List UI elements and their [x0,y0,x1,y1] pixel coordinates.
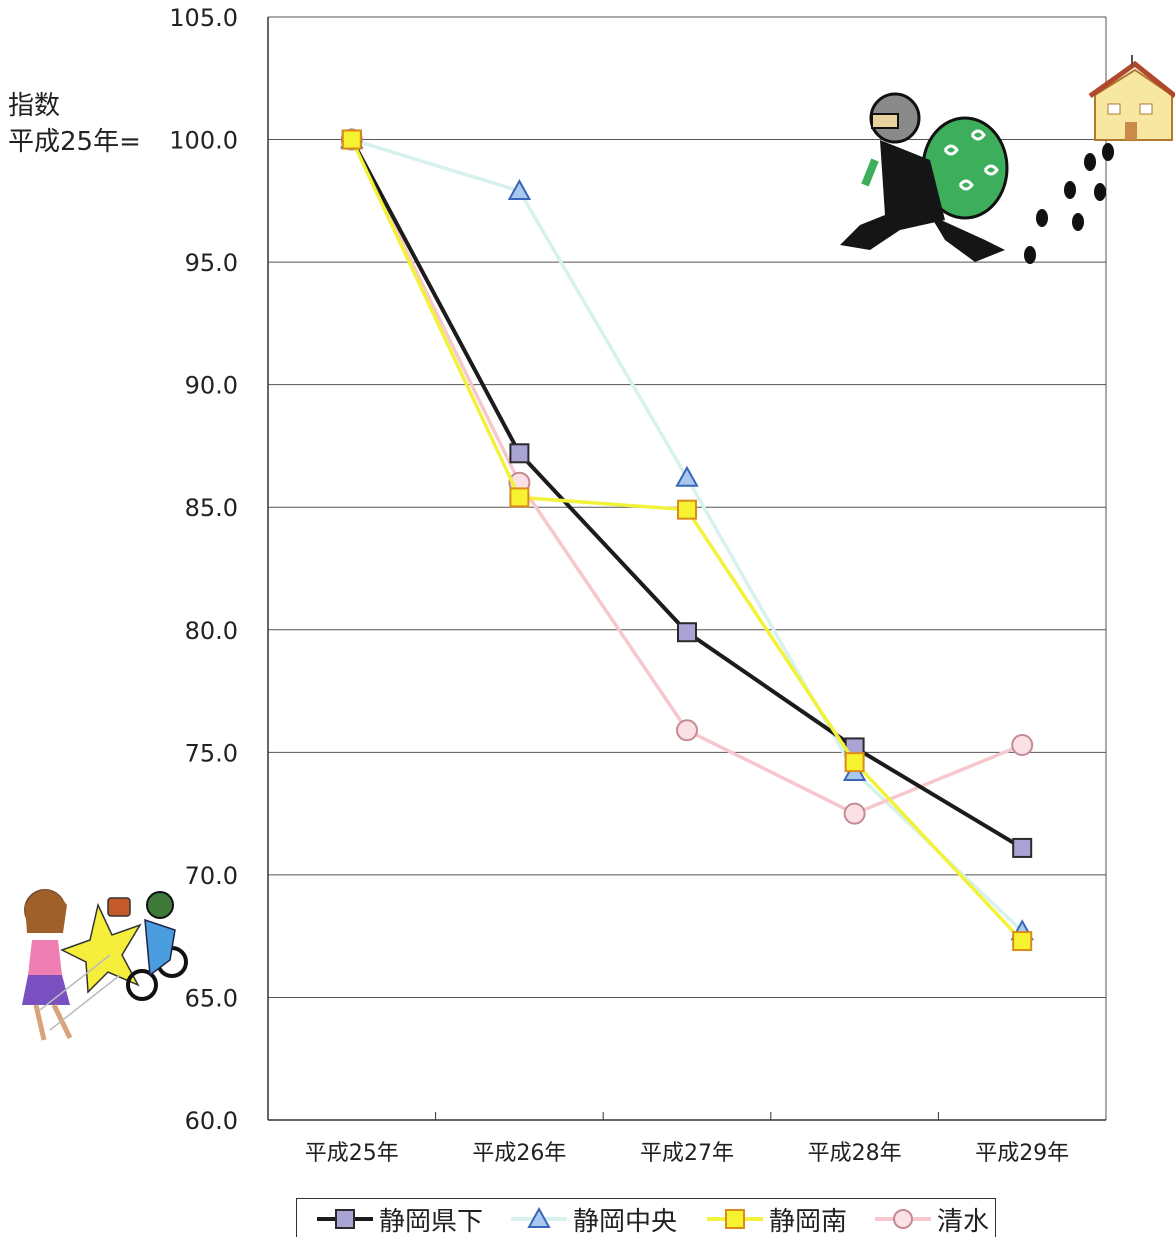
legend-item-series-4: 清水 [873,1203,990,1237]
x-tick-label: 平成28年 [808,1141,902,1166]
legend-item-series-1: 静岡県下 [315,1203,484,1237]
x-axis-ticks: 平成25年 平成26年 平成27年 平成28年 平成29年 [305,1112,1069,1166]
y-tick-label: 100.0 [169,127,238,155]
series-line [350,138,1024,850]
legend-item-series-3: 静岡南 [705,1203,848,1237]
data-point [675,465,699,487]
y-tick-label: 75.0 [185,739,238,767]
gridlines [268,139,1106,998]
series-3 [341,129,1033,858]
house-icon [1088,55,1175,141]
footprints-icon [1024,143,1114,264]
data-point [1011,733,1034,756]
y-tick-label: 105.0 [169,4,238,32]
y-tick-label: 95.0 [185,249,238,277]
data-point [1012,931,1033,952]
y-tick-label: 80.0 [185,617,238,645]
x-tick-label: 平成29年 [975,1141,1069,1166]
data-point [677,622,697,643]
series-1 [340,127,1034,941]
y-tick-label: 60.0 [185,1107,238,1135]
data-point [341,129,362,150]
x-tick-label: 平成27年 [640,1141,734,1166]
burglar-with-loot-illustration [840,92,1009,262]
series-4 [341,129,1033,952]
data-point [676,719,698,742]
legend-label: 静岡中央 [573,1206,678,1237]
legend-label: 静岡南 [769,1206,848,1237]
legend-swatch-triangle-cyan [511,1206,567,1228]
data-point [843,802,866,825]
y-tick-label: 85.0 [185,494,238,522]
y-axis-label-line2: 平成25年= [8,127,141,157]
data-point [509,487,530,508]
plot-frame [267,16,1107,1121]
legend: 静岡県下 静岡中央 静岡南 清水 [296,1198,996,1237]
y-tick-label: 70.0 [185,862,238,890]
data-point [507,178,532,201]
legend-label: 静岡県下 [379,1206,484,1237]
y-axis-label-line1: 指数 [8,91,61,121]
x-tick-label: 平成25年 [305,1141,399,1166]
x-tick-label: 平成26年 [472,1141,566,1166]
legend-label: 清水 [937,1206,990,1237]
data-point [1012,837,1033,858]
data-point [677,499,697,520]
purse-snatching-illustration [22,889,188,1041]
y-tick-label: 90.0 [185,372,238,400]
legend-swatch-square-black [317,1209,373,1229]
data-point [844,752,865,773]
y-tick-label: 65.0 [185,984,238,1012]
legend-swatch-circle-pink [875,1209,931,1229]
y-axis-ticks: 60.0 65.0 70.0 75.0 80.0 85.0 90.0 95.0 100.0 105… [169,4,238,1135]
legend-item-series-2: 静岡中央 [509,1203,678,1237]
data-point [509,443,530,464]
series-lines [340,127,1034,952]
series-line [350,138,1024,943]
legend-swatch-square-yellow [707,1209,763,1229]
series-line [351,137,1024,933]
y-axis-label: 指数 平成25年= [8,88,141,160]
